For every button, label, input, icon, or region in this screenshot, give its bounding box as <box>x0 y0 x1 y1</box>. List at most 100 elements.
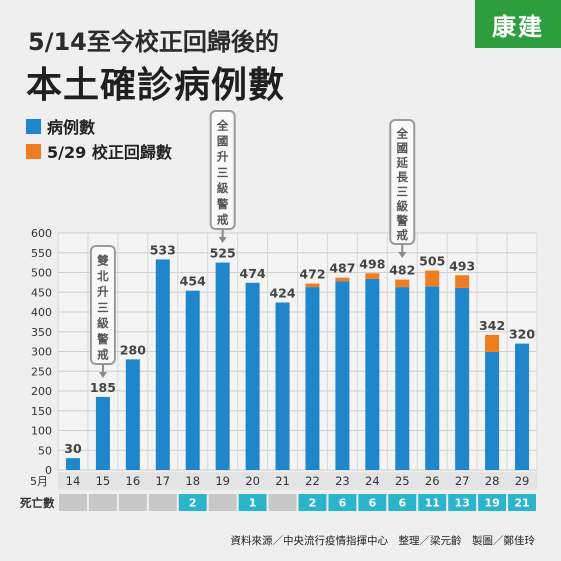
x-tick-label: 16 <box>126 474 141 488</box>
death-count: 21 <box>514 497 529 510</box>
bar-cases <box>425 286 440 470</box>
y-tick-label: 350 <box>31 326 52 339</box>
x-tick-label: 28 <box>485 474 500 488</box>
chart-subtitle: 本土確診病例數 <box>26 65 286 106</box>
death-cell <box>208 494 237 511</box>
death-cell <box>148 494 177 511</box>
annotation-char: 升 <box>97 285 109 299</box>
data-label: 474 <box>240 266 266 281</box>
death-count: 1 <box>249 497 257 510</box>
chart-title: 5/14至今校正回歸後的 <box>28 28 279 56</box>
x-tick-label: 18 <box>185 474 200 488</box>
x-tick-label: 29 <box>515 474 530 488</box>
bar-backlog <box>485 334 500 352</box>
bar-backlog <box>395 279 410 288</box>
annotation-char: 三 <box>97 300 109 314</box>
death-cell <box>88 494 117 511</box>
bar-cases <box>485 351 500 470</box>
annotation-char: 戒 <box>397 228 409 242</box>
annotation-char: 國 <box>217 134 229 148</box>
legend-label-backlog: 5/29 校正回歸數 <box>47 143 172 162</box>
data-label: 472 <box>299 267 325 282</box>
y-tick-label: 250 <box>31 365 52 378</box>
bar-cases <box>455 287 470 470</box>
y-tick-label: 150 <box>31 405 52 418</box>
annotation-char: 升 <box>217 150 229 164</box>
data-label: 493 <box>449 258 475 273</box>
death-count: 13 <box>455 497 470 510</box>
death-count: 6 <box>369 497 377 510</box>
death-cell <box>59 494 87 511</box>
data-label: 280 <box>120 342 146 357</box>
bar-cases <box>65 458 80 470</box>
x-axis-band <box>58 472 537 490</box>
data-label: 342 <box>479 318 505 333</box>
data-label: 424 <box>269 286 295 301</box>
data-label: 487 <box>329 261 355 276</box>
death-cell <box>118 494 147 511</box>
annotation-char: 全 <box>216 118 229 132</box>
bar-backlog <box>425 270 440 287</box>
death-cell <box>178 494 207 511</box>
x-tick-label: 23 <box>335 474 350 488</box>
bar-backlog <box>455 275 470 288</box>
annotation-char: 雙 <box>97 253 109 267</box>
x-tick-label: 20 <box>245 474 260 488</box>
y-tick-label: 0 <box>45 464 52 477</box>
death-count: 19 <box>484 497 499 510</box>
bar-backlog <box>335 277 350 282</box>
death-cell <box>448 494 477 511</box>
annotation-char: 級 <box>217 181 229 195</box>
y-tick-label: 50 <box>38 444 52 457</box>
y-tick-label: 550 <box>31 247 52 260</box>
bar-cases <box>185 290 200 470</box>
x-tick-label: 15 <box>96 474 111 488</box>
y-tick-label: 500 <box>31 267 52 280</box>
bar-cases <box>395 287 410 470</box>
y-tick-label: 450 <box>31 286 52 299</box>
annotation-arrow-head <box>398 252 407 258</box>
data-label: 525 <box>210 246 236 261</box>
brand-logo: 康建 <box>475 0 561 48</box>
annotation-char: 三 <box>397 184 409 198</box>
bar-cases <box>215 262 230 470</box>
annotation-char: 長 <box>397 170 409 184</box>
death-count: 2 <box>309 497 317 510</box>
data-label: 185 <box>90 380 116 395</box>
data-label: 30 <box>64 441 82 456</box>
x-tick-label: 19 <box>215 474 230 488</box>
death-cell <box>388 494 417 511</box>
annotation-char: 戒 <box>217 213 229 227</box>
bar-cases <box>515 343 530 470</box>
annotation-char: 國 <box>397 141 409 155</box>
death-cell <box>238 494 267 511</box>
source-credit: 資料來源／中央流行疫情指揮中心 整理／梁元齡 製圖／鄭佳玲 <box>230 535 536 547</box>
death-cell <box>298 494 327 511</box>
death-count: 6 <box>339 497 347 510</box>
bar-cases <box>245 282 260 470</box>
y-tick-label: 200 <box>31 385 52 398</box>
legend-swatch-cases <box>26 118 41 134</box>
legend-item-cases: 病例數 <box>26 114 95 138</box>
annotation-char: 北 <box>97 269 109 283</box>
x-tick-label: 17 <box>155 474 170 488</box>
data-label: 320 <box>509 327 535 342</box>
x-tick-label: 22 <box>305 474 320 488</box>
annotation-arrow-head <box>98 372 107 378</box>
death-cell <box>478 494 507 511</box>
legend-item-backlog: 5/29 校正回歸數 <box>26 139 172 163</box>
x-tick-label: 26 <box>425 474 440 488</box>
data-label: 454 <box>180 274 206 289</box>
data-label: 482 <box>389 263 415 278</box>
death-cell <box>268 494 297 511</box>
data-label: 498 <box>359 256 385 271</box>
legend-swatch-backlog <box>26 143 41 159</box>
bar-backlog <box>305 283 320 288</box>
x-tick-label: 21 <box>275 474 290 488</box>
annotation-char: 戒 <box>97 348 109 362</box>
bar-cases <box>95 396 110 470</box>
death-cell <box>358 494 387 511</box>
y-tick-label: 400 <box>31 306 52 319</box>
legend-label-cases: 病例數 <box>47 118 96 137</box>
